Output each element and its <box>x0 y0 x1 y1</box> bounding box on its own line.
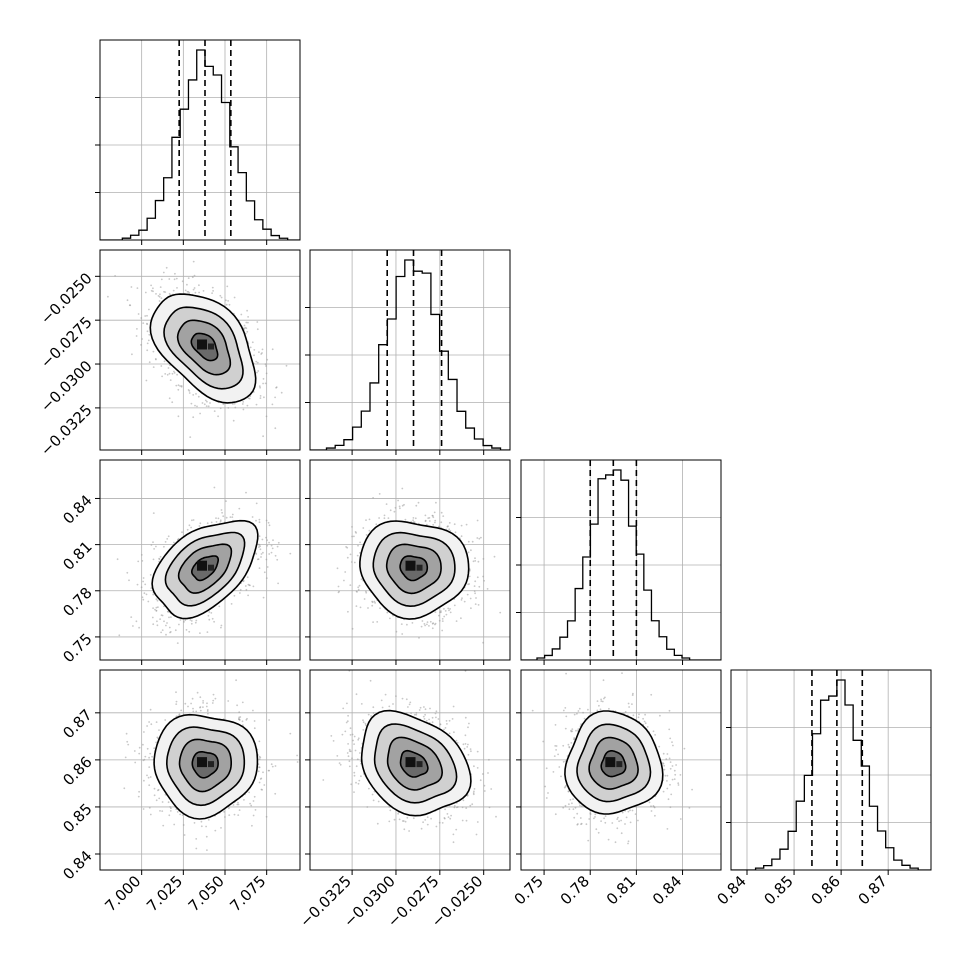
x-tick-label: 0.75 <box>511 872 547 908</box>
density-peak <box>197 757 207 768</box>
histogram-step-line <box>731 679 931 870</box>
x-tick-label: 0.78 <box>557 872 593 908</box>
x-tick-label: 0.85 <box>761 872 797 908</box>
scatter-panel-3-0 <box>99 669 301 871</box>
density-peak <box>208 564 214 571</box>
y-tick-label: 0.86 <box>59 753 95 789</box>
x-tick-label: 7.025 <box>143 872 186 915</box>
y-tick-label: 0.87 <box>59 706 95 742</box>
panel-frame <box>520 459 722 661</box>
histogram-panel-3 <box>726 669 932 871</box>
density-peak <box>405 560 416 571</box>
x-tick-label: 0.81 <box>603 872 639 908</box>
panel-frame <box>99 459 301 661</box>
x-tick-label: 0.86 <box>808 872 844 908</box>
y-tick-label: 0.75 <box>59 630 95 666</box>
scatter-panel-1-0 <box>99 249 301 451</box>
density-peak <box>208 761 214 768</box>
y-tick-label: 0.84 <box>59 491 95 527</box>
density-peak <box>416 564 423 571</box>
x-tick-label: 7.075 <box>226 872 269 915</box>
scatter-panel-2-1 <box>309 459 511 661</box>
y-tick-label: 0.85 <box>59 800 95 836</box>
y-tick-label: 0.84 <box>59 847 95 883</box>
histogram-panel-2 <box>516 459 722 661</box>
histogram-panel-1 <box>305 249 511 451</box>
scatter-panel-3-1 <box>309 669 511 871</box>
scatter-panel-3-2 <box>520 669 722 871</box>
histogram-step-line <box>100 49 300 240</box>
y-tick-label: 0.81 <box>59 538 95 574</box>
density-peak <box>197 339 207 350</box>
panel-frame <box>309 669 511 871</box>
x-tick-label: 7.050 <box>185 872 228 915</box>
scatter-panel-2-0 <box>99 459 301 661</box>
x-tick-label: 0.87 <box>855 872 891 908</box>
panel-frame <box>730 669 932 871</box>
panel-frame <box>520 669 722 871</box>
panel-frame <box>309 459 511 661</box>
histogram-panel-0 <box>95 39 301 241</box>
panel-frame <box>99 669 301 871</box>
density-peak <box>405 757 416 768</box>
density-peak <box>208 343 214 350</box>
density-peak <box>197 560 207 571</box>
y-tick-label: 0.78 <box>59 584 95 620</box>
panel-frame <box>99 39 301 241</box>
density-peak <box>605 757 616 768</box>
x-tick-label: 0.84 <box>649 872 685 908</box>
x-tick-label: 7.000 <box>101 872 144 915</box>
density-peak <box>416 761 423 768</box>
x-tick-label: 0.84 <box>713 872 749 908</box>
panel-frame <box>99 249 301 451</box>
density-peak <box>616 761 623 768</box>
panel-frame <box>309 249 511 451</box>
